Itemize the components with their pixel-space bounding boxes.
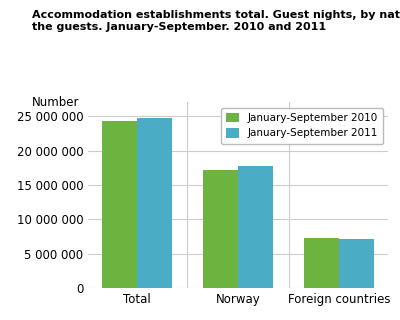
Text: Accommodation establishments total. Guest nights, by nationality of
the guests. : Accommodation establishments total. Gues…	[32, 10, 400, 32]
Bar	[137, 118, 172, 288]
Legend: January-September 2010, January-September 2011: January-September 2010, January-Septembe…	[221, 108, 383, 144]
Bar	[339, 238, 374, 288]
Bar	[102, 121, 137, 288]
Bar	[304, 238, 339, 288]
Text: Number: Number	[32, 96, 80, 109]
Bar	[203, 170, 238, 288]
Bar	[238, 166, 273, 288]
